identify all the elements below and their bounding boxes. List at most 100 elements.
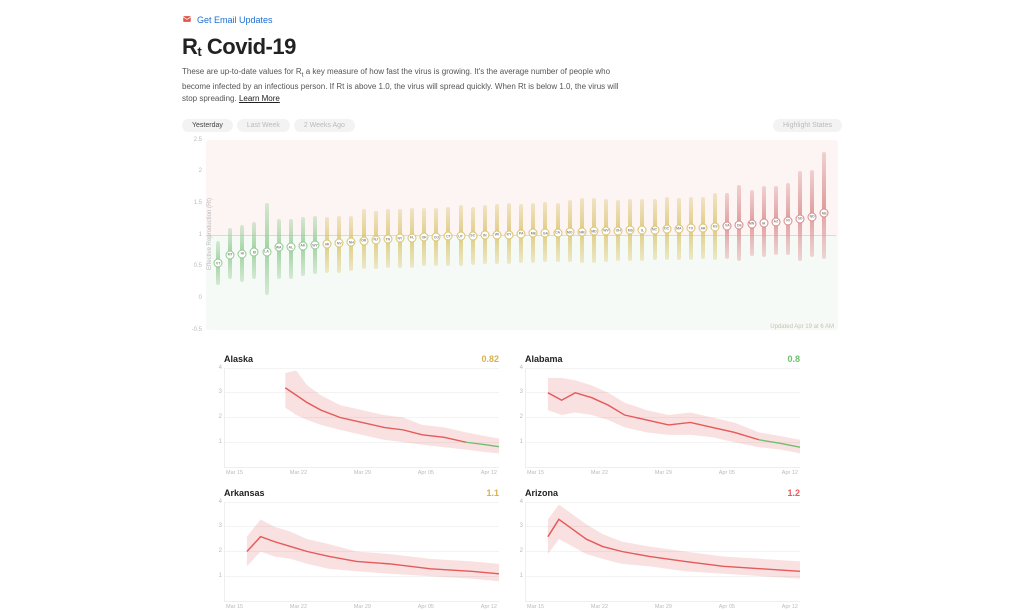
- time-tab[interactable]: Last Week: [237, 119, 290, 132]
- state-bar[interactable]: OK: [418, 140, 430, 330]
- small-x-tick: Apr 12: [782, 604, 798, 610]
- state-point: AZ: [771, 217, 780, 226]
- time-tab[interactable]: Yesterday: [182, 119, 233, 132]
- state-bar[interactable]: OR: [358, 140, 370, 330]
- state-chart[interactable]: Alaska0.821234Mar 15Mar 22Mar 29Apr 05Ap…: [224, 354, 499, 476]
- state-bar[interactable]: IN: [479, 140, 491, 330]
- state-bar[interactable]: MN: [746, 140, 758, 330]
- state-point: SD: [796, 214, 805, 223]
- small-x-tick: Mar 15: [527, 470, 544, 476]
- small-x-tick: Mar 29: [354, 604, 371, 610]
- small-x-tick: Mar 22: [290, 470, 307, 476]
- state-bar[interactable]: AR: [697, 140, 709, 330]
- state-point: IL: [638, 226, 647, 235]
- highlight-states-button[interactable]: Highlight States: [773, 119, 842, 132]
- state-point: OK: [420, 233, 429, 242]
- y-tick: 1.5: [194, 200, 202, 206]
- state-point: MD: [589, 227, 598, 236]
- state-bar[interactable]: OH: [612, 140, 624, 330]
- state-bar[interactable]: IA: [758, 140, 770, 330]
- state-point: GA: [541, 229, 550, 238]
- state-bar[interactable]: VT: [212, 140, 224, 330]
- state-bar[interactable]: AL: [285, 140, 297, 330]
- state-point: LA: [262, 247, 271, 256]
- small-x-tick: Apr 05: [719, 470, 735, 476]
- state-point: CO: [432, 233, 441, 242]
- state-bar[interactable]: CT: [442, 140, 454, 330]
- state-bar[interactable]: WV: [600, 140, 612, 330]
- state-rt-value: 0.82: [481, 354, 499, 364]
- small-x-tick: Apr 05: [418, 604, 434, 610]
- state-bar[interactable]: MT: [224, 140, 236, 330]
- state-bar[interactable]: UT: [455, 140, 467, 330]
- state-bar[interactable]: NC: [649, 140, 661, 330]
- state-bar[interactable]: HI: [236, 140, 248, 330]
- state-point: ID: [250, 248, 259, 257]
- state-bar[interactable]: TN: [382, 140, 394, 330]
- state-point: NC: [650, 225, 659, 234]
- state-bar[interactable]: MI: [321, 140, 333, 330]
- state-bar[interactable]: VA: [721, 140, 733, 330]
- state-small-multiples: Alaska0.821234Mar 15Mar 22Mar 29Apr 05Ap…: [182, 354, 842, 610]
- state-bar[interactable]: ND: [806, 140, 818, 330]
- state-bar[interactable]: IL: [636, 140, 648, 330]
- state-point: KY: [505, 230, 514, 239]
- state-bar[interactable]: GA: [539, 140, 551, 330]
- learn-more-link[interactable]: Learn More: [239, 94, 280, 103]
- state-bar[interactable]: ID: [248, 140, 260, 330]
- state-bar[interactable]: CO: [430, 140, 442, 330]
- state-bar[interactable]: MO: [564, 140, 576, 330]
- small-x-tick: Apr 12: [782, 470, 798, 476]
- state-bar[interactable]: DE: [733, 140, 745, 330]
- state-rt-value: 1.1: [486, 488, 499, 498]
- y-tick: 2.5: [194, 137, 202, 143]
- state-bar[interactable]: RI: [782, 140, 794, 330]
- state-bar[interactable]: ME: [527, 140, 539, 330]
- state-point: WY: [311, 241, 320, 250]
- state-bar[interactable]: PA: [515, 140, 527, 330]
- state-point: CA: [553, 228, 562, 237]
- state-bar[interactable]: NE: [818, 140, 830, 330]
- small-x-tick: Apr 05: [719, 604, 735, 610]
- state-bar[interactable]: WY: [309, 140, 321, 330]
- state-point: RI: [783, 216, 792, 225]
- y-tick: 0: [199, 295, 202, 301]
- state-bar[interactable]: AZ: [770, 140, 782, 330]
- page-description: These are up-to-date values for Rt a key…: [182, 66, 632, 105]
- small-x-tick: Apr 12: [481, 604, 497, 610]
- small-x-tick: Mar 15: [527, 604, 544, 610]
- state-bar[interactable]: TX: [685, 140, 697, 330]
- state-bar[interactable]: NJ: [370, 140, 382, 330]
- state-bar[interactable]: MS: [624, 140, 636, 330]
- state-bar[interactable]: KS: [709, 140, 721, 330]
- state-bar[interactable]: CA: [552, 140, 564, 330]
- state-name: Arkansas: [224, 488, 265, 498]
- state-point: AK: [298, 241, 307, 250]
- small-x-tick: Mar 15: [226, 604, 243, 610]
- state-bar[interactable]: DC: [661, 140, 673, 330]
- state-bar[interactable]: MA: [673, 140, 685, 330]
- state-bar[interactable]: KY: [503, 140, 515, 330]
- small-x-tick: Mar 22: [591, 470, 608, 476]
- y-tick: 1: [199, 232, 202, 238]
- state-bar[interactable]: SD: [794, 140, 806, 330]
- time-tab[interactable]: 2 Weeks Ago: [294, 119, 355, 132]
- state-bar[interactable]: NM: [576, 140, 588, 330]
- state-chart[interactable]: Arkansas1.11234Mar 15Mar 22Mar 29Apr 05A…: [224, 488, 499, 610]
- state-bar[interactable]: NY: [394, 140, 406, 330]
- state-bar[interactable]: FL: [406, 140, 418, 330]
- small-x-tick: Apr 12: [481, 470, 497, 476]
- state-chart[interactable]: Alabama0.81234Mar 15Mar 22Mar 29Apr 05Ap…: [525, 354, 800, 476]
- state-point: TN: [383, 235, 392, 244]
- state-bar[interactable]: WA: [273, 140, 285, 330]
- state-bar[interactable]: AK: [297, 140, 309, 330]
- state-bar[interactable]: NH: [345, 140, 357, 330]
- state-chart[interactable]: Arizona1.21234Mar 15Mar 22Mar 29Apr 05Ap…: [525, 488, 800, 610]
- small-x-tick: Mar 15: [226, 470, 243, 476]
- email-updates-link[interactable]: Get Email Updates: [182, 14, 842, 26]
- state-bar[interactable]: LA: [261, 140, 273, 330]
- state-bar[interactable]: MD: [588, 140, 600, 330]
- state-bar[interactable]: SC: [467, 140, 479, 330]
- state-bar[interactable]: NV: [333, 140, 345, 330]
- state-bar[interactable]: WI: [491, 140, 503, 330]
